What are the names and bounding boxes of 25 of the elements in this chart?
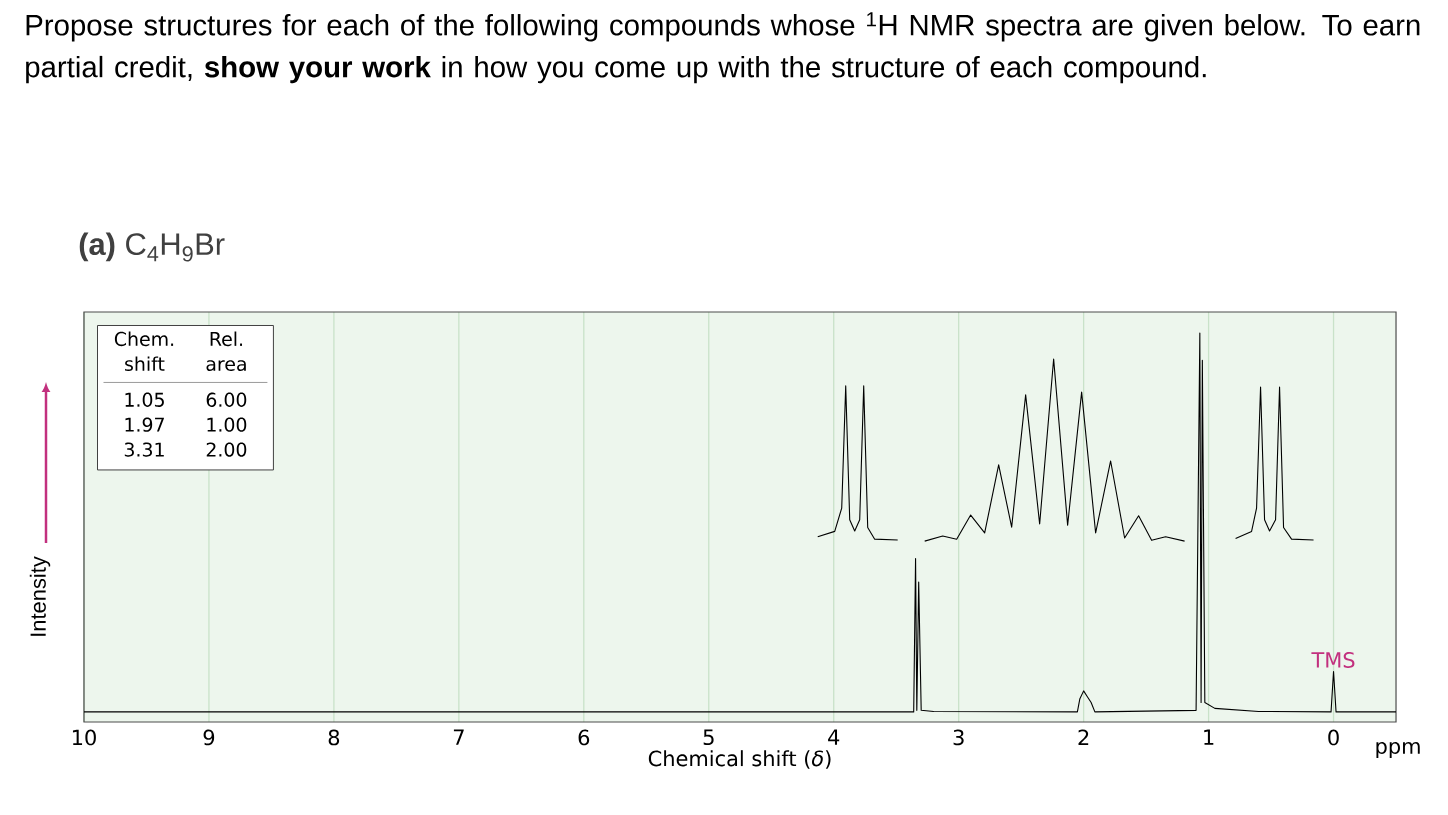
annotation: 1.00 xyxy=(207,417,247,432)
y-axis-title: Intensity xyxy=(29,556,51,636)
annotation: 1.97 xyxy=(125,417,164,432)
x-tick-label: 6 xyxy=(578,729,590,746)
annotation: 1.05 xyxy=(125,392,164,407)
x-tick-label: 4 xyxy=(828,729,840,745)
x-tick-label: 10 xyxy=(72,729,96,746)
annotation: 6.00 xyxy=(206,392,247,407)
x-tick-label: 2 xyxy=(1078,729,1089,746)
annotation: 3.31 xyxy=(124,442,164,457)
text: ppm xyxy=(1376,741,1420,759)
x-tick-label: 7 xyxy=(453,729,464,745)
x-tick-label: 9 xyxy=(203,729,215,746)
x-tick-label: 1 xyxy=(1204,729,1214,745)
x-axis-title: Chemical shift (δ) xyxy=(648,750,831,769)
annotation: Chem. shift xyxy=(114,331,174,372)
annotation: 2.00 xyxy=(206,442,247,457)
x-tick-label: 0 xyxy=(1328,729,1339,746)
chart-subtitle: (a) C$_{4}$H$_{9}$Br xyxy=(79,232,225,262)
annotation: Rel. area xyxy=(206,331,246,372)
x-tick-label: 3 xyxy=(953,729,964,746)
chart-title: Propose structures for each of the following compounds whose $^{1}$H NMR spectra are given below. To earn partial credit, show your work in how you come up with the structure of each compound. xyxy=(26,12,1420,84)
x-tick-label: 8 xyxy=(328,729,340,746)
annotation: TMS xyxy=(1311,652,1355,668)
x-tick-label: 5 xyxy=(703,729,714,746)
